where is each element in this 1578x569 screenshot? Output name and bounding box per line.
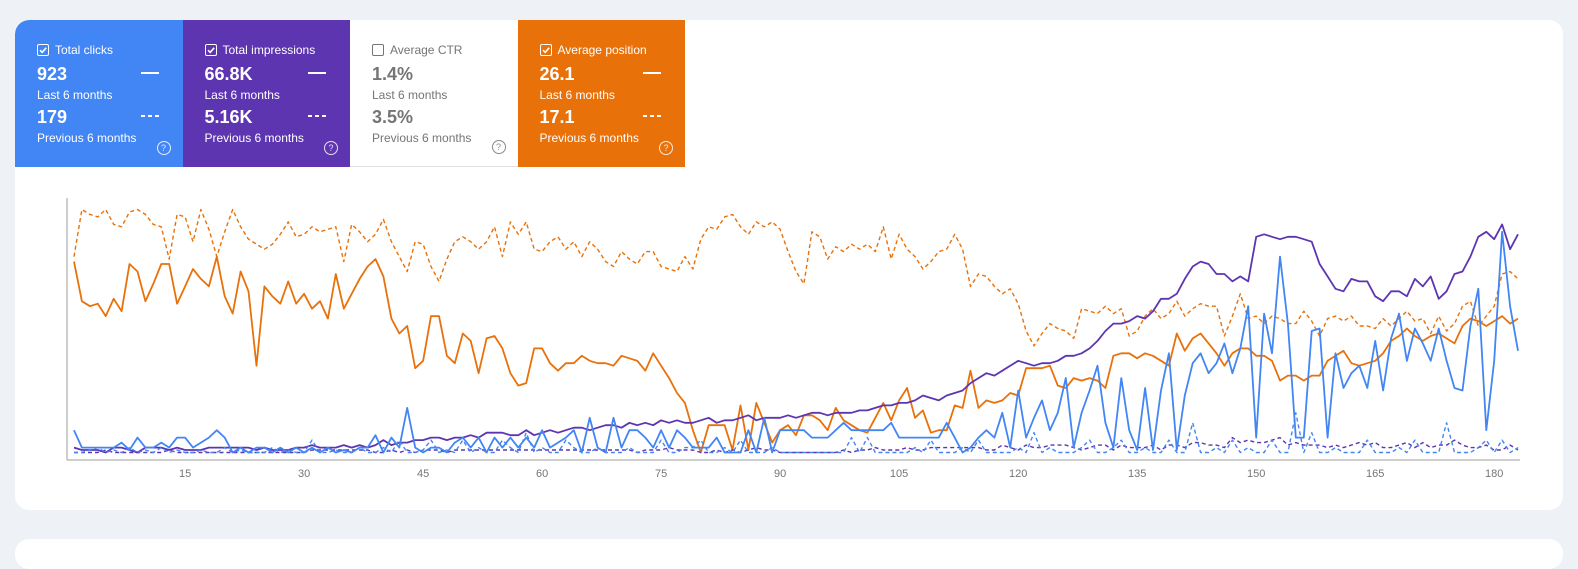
tile-total-clicks[interactable]: Total clicks 923 Last 6 months 179 Previ… [15, 20, 183, 167]
period-label: Last 6 months [539, 88, 615, 102]
tile-average-ctr[interactable]: Average CTR 1.4% Last 6 months 3.5% Prev… [350, 20, 518, 167]
previous-metric-value: 179 [37, 107, 68, 127]
dashed-line-legend-icon [140, 115, 159, 117]
previous-period-label: Previous 6 months [204, 131, 304, 145]
help-icon[interactable]: ? [156, 141, 171, 155]
period-label: Last 6 months [204, 88, 280, 102]
tile-label: Average CTR [390, 43, 463, 57]
x-tick-label: 15 [179, 468, 191, 480]
dashed-line-legend-icon [643, 115, 661, 117]
tile-average-position[interactable]: Average position 26.1 Last 6 months 17.1… [517, 20, 685, 167]
tile-header: Total clicks [37, 43, 113, 57]
x-tick-label: 165 [1366, 468, 1384, 480]
tile-header: Average position [539, 43, 647, 57]
help-icon[interactable]: ? [324, 141, 338, 155]
previous-period-label: Previous 6 months [37, 131, 137, 145]
x-tick-label: 105 [890, 468, 908, 480]
previous-period-label: Previous 6 months [539, 131, 639, 145]
checkbox-checked-icon[interactable] [37, 44, 49, 56]
series-line-clicks-previous [74, 412, 1519, 454]
x-tick-label: 60 [536, 468, 548, 480]
tile-total-impressions[interactable]: Total impressions 66.8K Last 6 months 5.… [182, 20, 350, 167]
series-line-position-current [73, 255, 1519, 454]
dashed-line-legend-icon [308, 115, 326, 117]
period-label: Last 6 months [372, 88, 448, 102]
help-icon[interactable]: ? [659, 141, 673, 155]
performance-line-chart[interactable]: 15 30 45 60 75 90 105 120 135 150 165 180 [15, 185, 1563, 510]
x-tick-label: 150 [1247, 468, 1265, 480]
solid-line-legend-icon [643, 72, 661, 74]
metric-tiles: Total clicks 923 Last 6 months 179 Previ… [15, 20, 685, 167]
series-line-clicks-current [73, 230, 1519, 454]
series-line-impressions-current [73, 223, 1519, 454]
tile-label: Total impressions [222, 43, 316, 57]
metric-value: 26.1 [539, 64, 575, 84]
solid-line-legend-icon [308, 72, 326, 74]
series-line-position-previous [73, 208, 1519, 347]
metric-value: 1.4% [372, 64, 414, 84]
tile-header: Average CTR [372, 43, 462, 57]
checkbox-unchecked-icon[interactable] [372, 44, 384, 56]
period-label: Last 6 months [37, 88, 113, 102]
help-icon[interactable]: ? [491, 140, 506, 154]
previous-metric-value: 17.1 [539, 107, 575, 127]
tile-label: Average position [557, 43, 647, 57]
metric-value: 66.8K [204, 64, 253, 84]
metric-value: 923 [37, 64, 68, 84]
solid-line-legend-icon [140, 72, 159, 74]
previous-metric-value: 3.5% [372, 107, 414, 127]
performance-card: Total clicks 923 Last 6 months 179 Previ… [15, 20, 1563, 510]
secondary-card [15, 539, 1563, 569]
x-tick-label: 45 [417, 468, 429, 480]
x-tick-label: 135 [1128, 468, 1146, 480]
x-tick-label: 120 [1009, 468, 1027, 480]
checkbox-checked-icon[interactable] [204, 44, 217, 56]
x-tick-label: 75 [655, 468, 667, 480]
tile-label: Total clicks [55, 43, 114, 57]
previous-period-label: Previous 6 months [372, 131, 472, 145]
x-tick-label: 90 [774, 468, 786, 480]
x-tick-label: 30 [298, 468, 310, 480]
series-layer [73, 208, 1519, 454]
checkbox-checked-icon[interactable] [539, 44, 552, 56]
x-tick-label: 180 [1485, 468, 1503, 480]
tile-header: Total impressions [204, 43, 316, 57]
x-tick-layer: 15 30 45 60 75 90 105 120 135 150 165 180 [179, 468, 1503, 480]
previous-metric-value: 5.16K [204, 107, 253, 127]
